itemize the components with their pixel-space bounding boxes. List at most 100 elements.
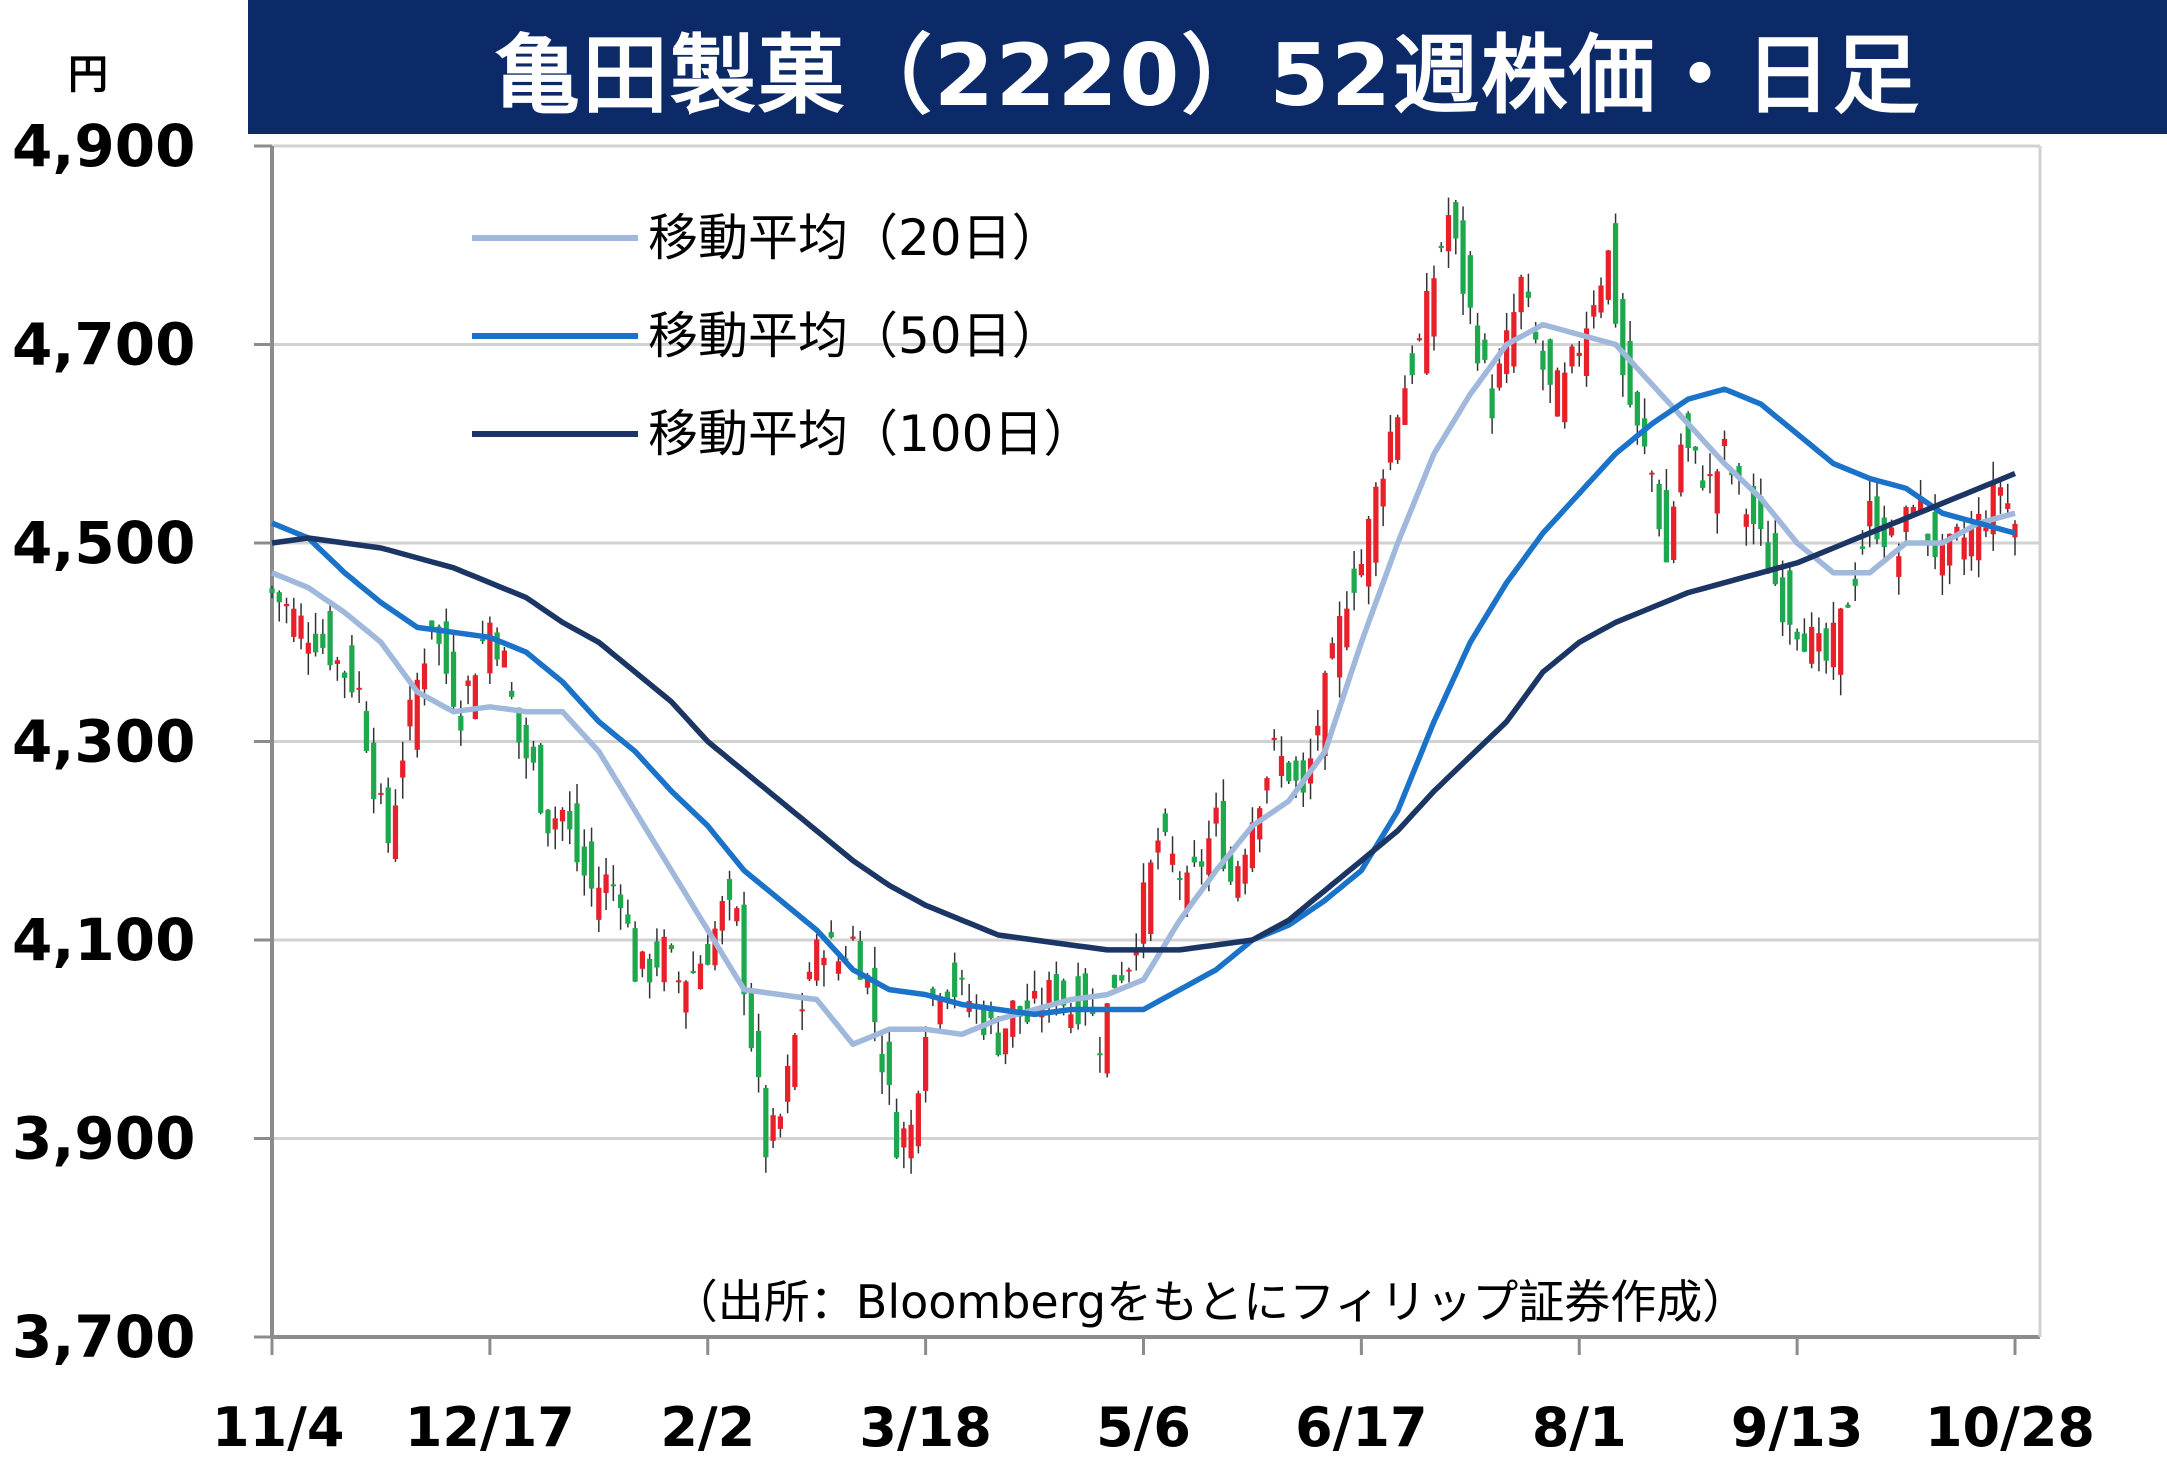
candle-body [450, 651, 457, 707]
candle-body [363, 711, 370, 751]
candle-body [1082, 973, 1089, 1010]
candle-body [690, 971, 696, 974]
candle-body [1707, 474, 1713, 477]
candle-body [893, 1112, 900, 1158]
candle-body [1576, 352, 1582, 357]
candle-body [930, 988, 936, 999]
candle-body [1140, 882, 1147, 944]
candle-body [458, 715, 464, 731]
candle-body [320, 633, 326, 648]
candle-body [596, 887, 602, 920]
candle-body [371, 742, 377, 800]
candle-body [378, 792, 384, 795]
candle-body [1787, 570, 1793, 625]
candle-body [1830, 622, 1837, 668]
candle-body [1431, 278, 1437, 337]
candle-body [1474, 325, 1481, 364]
legend-label: 移動平均（50日） [648, 307, 1062, 365]
y-tick-label: 4,100 [12, 906, 195, 974]
candle-body [1424, 291, 1430, 374]
candle-body [610, 884, 616, 887]
candle-body [886, 1041, 892, 1085]
candle-body [1816, 633, 1822, 652]
candle-body [1591, 305, 1597, 317]
gridlines [272, 144, 2040, 1140]
candle-body [1155, 840, 1161, 853]
candle-body [1416, 338, 1423, 341]
candle-body [1249, 822, 1256, 869]
candle-body [1467, 255, 1473, 308]
candle-body [2005, 503, 2011, 509]
candle-body [385, 787, 391, 844]
candle-body [603, 874, 609, 893]
x-tick-label: 3/18 [859, 1396, 991, 1459]
candle-body [1649, 472, 1655, 475]
candle-body [1380, 478, 1386, 507]
candle-body [538, 744, 544, 813]
candle-body [305, 642, 311, 654]
candle-body [1169, 853, 1176, 865]
candle-body [647, 958, 653, 983]
candle-body [1714, 471, 1720, 514]
candle-body [1366, 518, 1372, 587]
y-tick-label: 4,500 [12, 509, 195, 577]
candle-body [269, 588, 275, 594]
candle-body [1598, 285, 1604, 313]
candle-body [1845, 604, 1851, 608]
candle-body [356, 687, 362, 690]
x-tick-label: 2/2 [660, 1396, 755, 1459]
y-tick-label: 4,900 [12, 112, 195, 180]
candle-body [668, 945, 675, 950]
candle-body [588, 841, 595, 889]
candle-body [683, 981, 689, 1013]
candle-body [414, 679, 420, 750]
candle-body [988, 1005, 994, 1019]
candle-body [1293, 760, 1299, 781]
candle-body [1322, 672, 1328, 757]
candle-body [1583, 328, 1590, 377]
candle-body [1809, 626, 1815, 664]
candle-body [741, 904, 747, 995]
candle-body [1743, 514, 1749, 527]
candle-body [567, 811, 573, 830]
x-tick-label: 9/13 [1731, 1396, 1863, 1459]
candle-body [1961, 537, 1967, 560]
candle-body [1286, 762, 1292, 782]
y-tick-label: 3,700 [12, 1303, 195, 1371]
candle-body [1198, 861, 1205, 867]
candle-body [1373, 486, 1379, 563]
candle-body [1758, 496, 1764, 530]
candle-body [530, 746, 537, 763]
candle-body [1765, 542, 1771, 574]
candle-body [1031, 990, 1038, 999]
candle-body [487, 622, 493, 674]
candle-body [1823, 628, 1829, 661]
candle-body [1562, 372, 1568, 423]
candle-body [574, 803, 580, 863]
x-tick-label: 6/17 [1295, 1396, 1427, 1459]
candle-body [908, 1124, 914, 1159]
candle-body [777, 1116, 783, 1129]
candle-body [1917, 500, 1924, 512]
candle-body [407, 699, 413, 727]
candle-body [1867, 500, 1873, 527]
x-tick-label: 8/1 [1532, 1396, 1627, 1459]
candle-body [1634, 391, 1640, 426]
candle-body [516, 707, 522, 743]
candle-body [1612, 223, 1619, 324]
candle-body [1460, 220, 1466, 294]
candle-body [1976, 513, 1982, 561]
candle-body [276, 592, 282, 603]
source-note: （出所：Bloombergをもとにフィリップ証券作成） [672, 1275, 1748, 1329]
candle-body [806, 971, 813, 980]
candle-body [1242, 854, 1248, 884]
y-tick-label: 3,900 [12, 1105, 195, 1173]
candle-body [1119, 975, 1125, 981]
candle-body [1395, 417, 1401, 460]
x-axis-ticks: 11/4 12/17 2/2 3/18 5/6 6/17 8/1 9/13 10/28 [212, 1337, 2095, 1459]
candle-body [1162, 813, 1168, 833]
candle-body [755, 1030, 762, 1078]
candle-body [1533, 331, 1539, 340]
candle-body [1271, 737, 1277, 740]
